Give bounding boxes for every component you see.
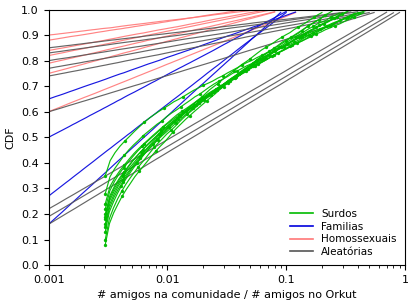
X-axis label: # amigos na comunidade / # amigos no Orkut: # amigos na comunidade / # amigos no Ork… bbox=[97, 290, 356, 300]
Legend: Surdos, Familias, Homossexuais, Aleatórias: Surdos, Familias, Homossexuais, Aleatóri… bbox=[286, 206, 399, 260]
Y-axis label: CDF: CDF bbox=[5, 126, 16, 149]
